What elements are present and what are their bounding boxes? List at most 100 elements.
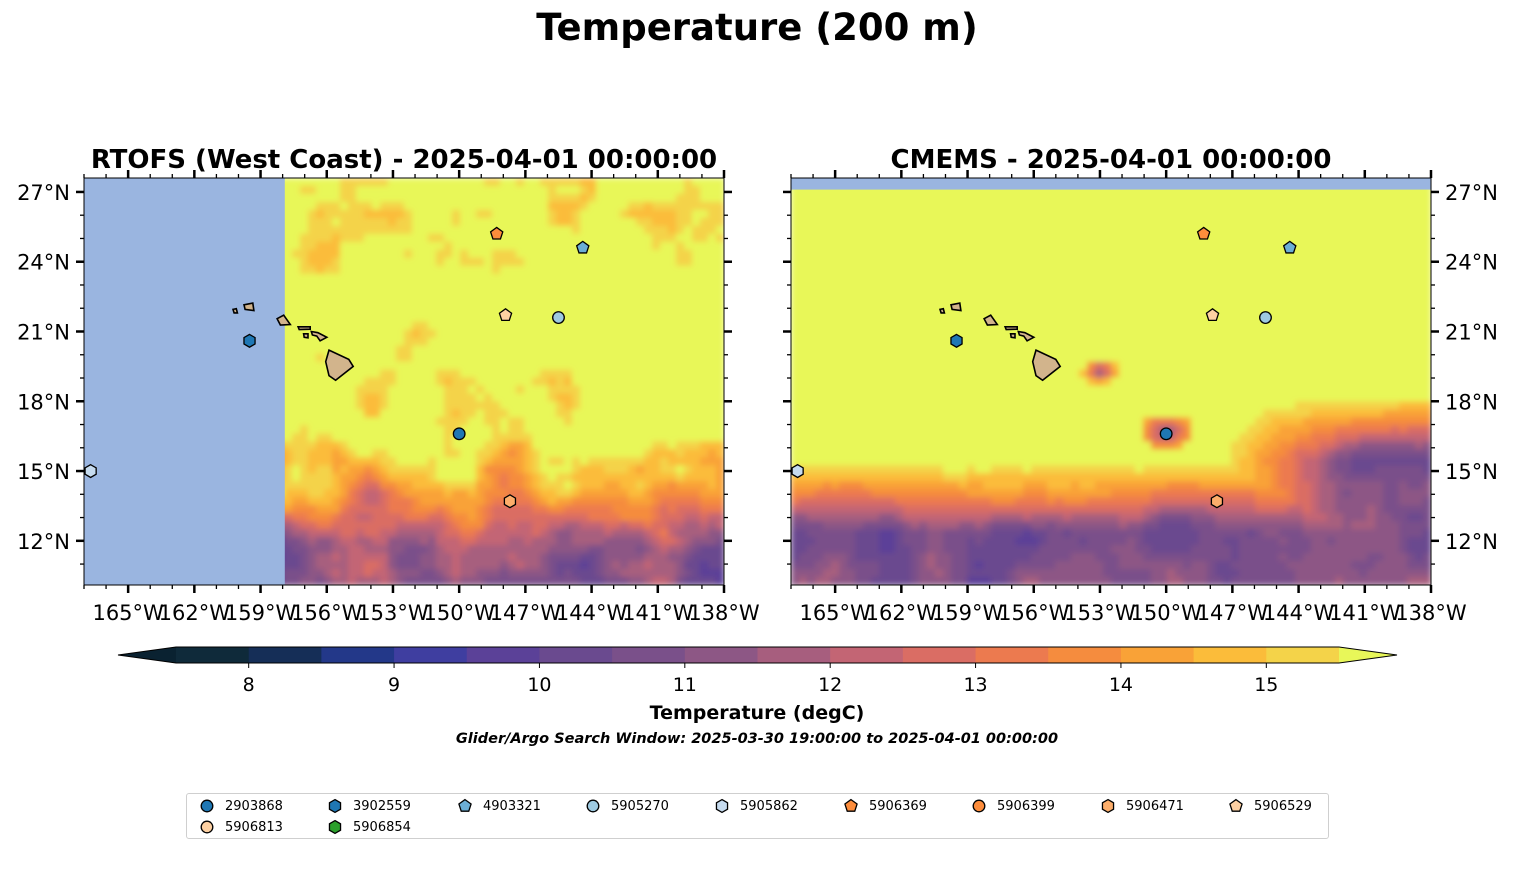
legend-item-2903868: 2903868: [199, 797, 283, 815]
float-marker-5906471: [503, 494, 517, 509]
legend-label: 5906471: [1126, 798, 1184, 814]
legend-symbol: [200, 820, 214, 834]
cmems-panel-title: CMEMS - 2025-04-01 00:00:00: [891, 145, 1332, 175]
rtofs-map-panel: RTOFS (West Coast) - 2025-04-01 00:00:00…: [17, 145, 760, 625]
colorbar-segment: [176, 647, 250, 663]
island-lanai: [302, 333, 309, 339]
cmems-map-frame: [790, 177, 1432, 586]
y-tick-label: 12°N: [1445, 530, 1498, 554]
float-marker-5906369: [489, 226, 504, 240]
float-marker-2903868: [1159, 427, 1173, 441]
rtofs-island-outlines: [231, 302, 355, 382]
colorbar-segment: [248, 647, 322, 663]
x-tick-label: 162°W: [866, 601, 938, 625]
x-tick-label: 156°W: [998, 601, 1070, 625]
y-tick-label: 24°N: [1445, 251, 1498, 275]
float-legend: 2903868 3902559 4903321 5905270 5905862 59063…: [186, 793, 1329, 839]
x-tick-label: 144°W: [556, 601, 628, 625]
x-tick-label: 153°W: [1064, 601, 1136, 625]
legend-marker-circle: [972, 799, 986, 813]
cmems-temperature-field: [791, 178, 1431, 585]
y-tick-label: 27°N: [17, 181, 70, 205]
legend-item-5906471: 5906471: [1100, 797, 1184, 815]
legend-item-5906813: 5906813: [199, 818, 283, 836]
legend-symbol: [200, 799, 214, 813]
island-niihau: [938, 307, 946, 314]
legend-marker-pentagon: [844, 798, 858, 812]
legend-marker-hexagon: [328, 819, 342, 835]
legend-item-5905862: 5905862: [714, 797, 798, 815]
colorbar-segment: [684, 647, 758, 663]
legend-marker-pentagon: [1229, 798, 1243, 812]
legend-label: 2903868: [225, 798, 283, 814]
legend-marker-circle: [200, 799, 214, 813]
float-marker-5906369: [1196, 226, 1211, 240]
colorbar-segment: [1266, 647, 1340, 663]
colorbar-over-extension: [1339, 647, 1397, 663]
x-tick-label: 165°W: [799, 601, 871, 625]
legend-symbol: [1101, 798, 1115, 814]
legend-label: 3902559: [353, 798, 411, 814]
island-maui: [310, 330, 329, 342]
colorbar-tick-label: 10: [527, 674, 551, 696]
x-tick-label: 159°W: [932, 601, 1004, 625]
colorbar-tick-label: 14: [1109, 674, 1133, 696]
legend-item-5905270: 5905270: [585, 797, 669, 815]
legend-item-5906854: 5906854: [327, 818, 411, 836]
legend-label: 5905270: [611, 798, 669, 814]
float-marker-5906529: [498, 308, 513, 322]
x-tick-label: 138°W: [1395, 601, 1467, 625]
y-tick-label: 12°N: [17, 530, 70, 554]
y-tick-label: 18°N: [1445, 390, 1498, 414]
legend-label: 4903321: [483, 798, 541, 814]
legend-symbol: [586, 799, 600, 813]
legend-symbol: [1229, 798, 1243, 812]
cmems-map-panel: CMEMS - 2025-04-01 00:00:00 165°W162°W15…: [783, 145, 1498, 625]
cmems-axes: 165°W162°W159°W156°W153°W150°W147°W144°W…: [783, 170, 1498, 625]
x-tick-label: 150°W: [423, 601, 495, 625]
float-marker-5905270: [552, 311, 565, 324]
island-kauai: [950, 302, 962, 312]
legend-symbol: [972, 799, 986, 813]
colorbar-tick-label: 9: [388, 674, 400, 696]
y-tick-label: 15°N: [1445, 460, 1498, 484]
legend-symbol: [458, 798, 472, 812]
float-marker-3902559: [243, 333, 256, 348]
x-tick-label: 147°W: [490, 601, 562, 625]
island-molokai: [296, 326, 311, 331]
x-tick-label: 165°W: [92, 601, 164, 625]
legend-label: 5906529: [1254, 798, 1312, 814]
legend-label: 5906369: [869, 798, 927, 814]
rtofs-panel-title: RTOFS (West Coast) - 2025-04-01 00:00:00: [91, 145, 717, 175]
legend-marker-hexagon: [715, 798, 729, 814]
x-tick-label: 156°W: [291, 601, 363, 625]
y-tick-label: 24°N: [17, 251, 70, 275]
figure-title: Temperature (200 m): [536, 6, 978, 49]
colorbar-tick-label: 8: [243, 674, 255, 696]
colorbar-segment: [612, 647, 686, 663]
island-hawaii: [1031, 348, 1062, 382]
colorbar-segment: [1120, 647, 1195, 663]
colorbar-tick-label: 13: [963, 674, 987, 696]
legend-marker-hexagon: [328, 798, 342, 814]
island-lanai: [1009, 333, 1016, 339]
cmems-float-markers: [791, 226, 1297, 509]
legend-label: 5906399: [997, 798, 1055, 814]
x-tick-label: 162°W: [159, 601, 231, 625]
rtofs-nodata-region: [84, 178, 285, 585]
colorbar-segment: [1193, 647, 1267, 663]
legend-symbol: [328, 798, 342, 814]
colorbar-label: Temperature (degC): [650, 702, 865, 724]
colorbar-tick-label: 11: [673, 674, 697, 696]
x-tick-label: 153°W: [357, 601, 429, 625]
colorbar-segment: [321, 647, 395, 663]
colorbar-segment: [757, 647, 831, 663]
float-marker-3902559: [950, 333, 963, 348]
legend-item-5906399: 5906399: [971, 797, 1055, 815]
colorbar-under-extension: [118, 647, 176, 663]
island-oahu: [983, 314, 999, 326]
colorbar-outline: [117, 646, 1398, 664]
legend-item-4903321: 4903321: [457, 797, 541, 815]
legend-item-5906369: 5906369: [843, 797, 927, 815]
island-molokai: [1003, 326, 1018, 331]
